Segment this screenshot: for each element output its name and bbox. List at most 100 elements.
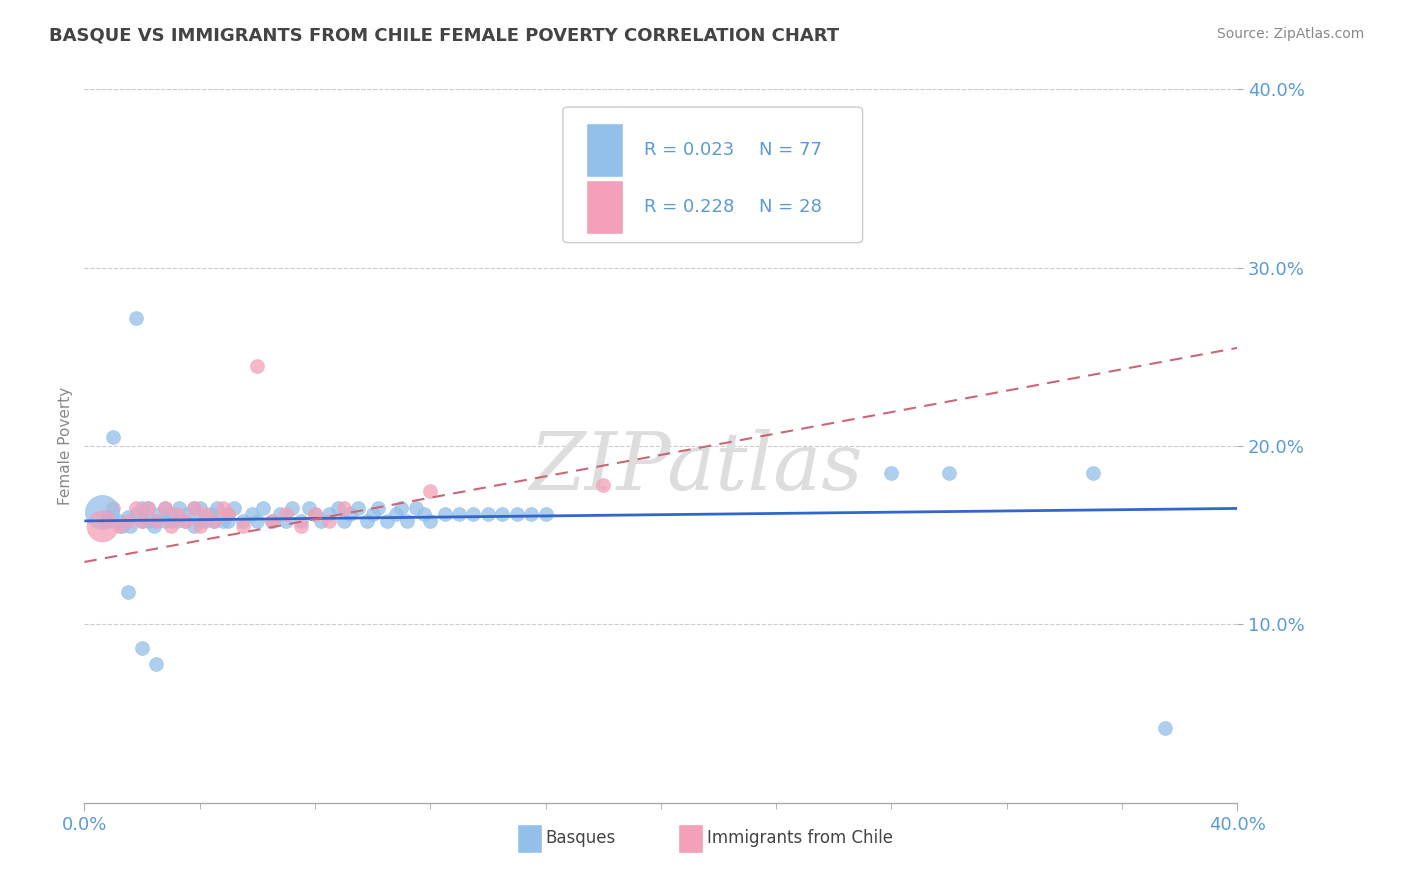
Point [142,519,165,533]
Point [520,507,543,521]
Point [153,501,176,516]
Text: Basques: Basques [546,830,616,847]
Point [174,514,197,528]
Point [333,501,356,516]
Point [96,514,118,528]
Point [419,483,441,498]
Point [269,507,291,521]
Point [240,507,263,521]
Point [318,507,340,521]
Bar [586,180,623,234]
Bar [586,123,623,177]
Point [202,514,225,528]
Point [103,430,124,444]
Point [160,507,183,521]
Point [211,501,233,516]
Point [153,501,176,516]
Point [160,519,183,533]
Point [1083,466,1105,480]
Point [205,501,228,516]
Point [281,501,304,516]
Point [103,501,124,516]
FancyBboxPatch shape [562,107,863,243]
Point [361,507,384,521]
Point [90,519,112,533]
Point [111,519,134,533]
Point [391,501,413,516]
Point [260,514,283,528]
Point [211,514,233,528]
Point [117,585,139,599]
Text: N = 77: N = 77 [759,141,823,159]
Point [145,514,167,528]
Point [1154,721,1177,735]
Point [90,505,112,519]
Point [188,514,211,528]
Point [108,514,131,528]
Point [246,514,269,528]
Point [491,507,513,521]
Point [145,514,167,528]
Point [592,478,614,492]
Point [218,507,240,521]
Point [200,507,222,521]
Point [117,514,139,528]
Point [326,501,349,516]
Point [304,507,326,521]
Point [166,514,188,528]
Point [169,501,191,516]
Point [477,507,499,521]
Text: ZIPatlas: ZIPatlas [529,429,862,506]
Point [224,501,246,516]
Point [309,514,332,528]
Point [405,501,427,516]
Text: Source: ZipAtlas.com: Source: ZipAtlas.com [1216,27,1364,41]
Point [449,507,471,521]
Point [290,514,312,528]
Point [290,519,312,533]
Point [108,519,131,533]
Text: R = 0.228: R = 0.228 [644,198,734,216]
Point [153,514,176,528]
Point [396,514,419,528]
Point [433,507,456,521]
Point [125,310,148,325]
Point [188,501,211,516]
Point [304,507,326,521]
Point [125,507,148,521]
Point [145,657,167,671]
Point [202,514,225,528]
Point [347,501,370,516]
Text: N = 28: N = 28 [759,198,821,216]
Text: BASQUE VS IMMIGRANTS FROM CHILE FEMALE POVERTY CORRELATION CHART: BASQUE VS IMMIGRANTS FROM CHILE FEMALE P… [49,27,839,45]
Point [318,514,340,528]
Point [174,514,197,528]
Bar [678,824,703,853]
Point [938,466,960,480]
Point [356,514,378,528]
Point [419,514,441,528]
Point [177,507,200,521]
Point [96,510,118,524]
Point [339,507,361,521]
Point [375,514,398,528]
Point [188,519,211,533]
Bar [517,824,543,853]
Point [136,501,159,516]
Point [232,519,254,533]
Point [125,501,148,516]
Point [218,514,240,528]
Point [183,501,205,516]
Point [131,640,153,655]
Point [218,507,240,521]
Point [131,514,153,528]
Point [131,501,153,516]
Point [276,507,298,521]
Point [120,519,142,533]
Point [166,507,188,521]
Point [260,514,283,528]
Text: R = 0.023: R = 0.023 [644,141,734,159]
Point [367,501,389,516]
Point [384,507,406,521]
Point [148,507,170,521]
